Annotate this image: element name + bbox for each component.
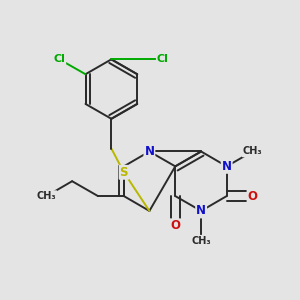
- Text: O: O: [248, 190, 257, 202]
- Text: N: N: [222, 160, 232, 173]
- Text: N: N: [196, 204, 206, 218]
- Text: O: O: [170, 219, 180, 232]
- Text: Cl: Cl: [157, 54, 169, 64]
- Text: N: N: [144, 145, 154, 158]
- Text: CH₃: CH₃: [37, 191, 56, 201]
- Text: S: S: [120, 166, 128, 179]
- Text: CH₃: CH₃: [243, 146, 262, 157]
- Text: CH₃: CH₃: [191, 236, 211, 246]
- Text: Cl: Cl: [53, 54, 65, 64]
